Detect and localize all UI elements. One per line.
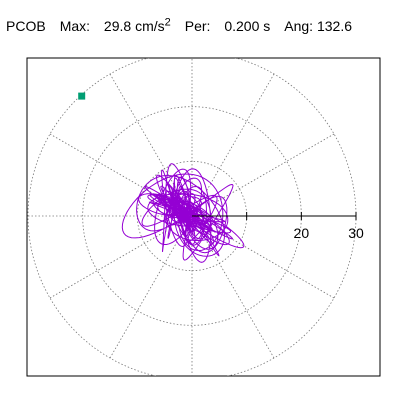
radial-tick-label-20: 20 <box>294 225 310 241</box>
radial-axis: 20 30 <box>192 212 364 241</box>
station-name: PCOB <box>6 18 46 34</box>
max-unit: cm/s <box>135 18 165 34</box>
max-label: Max: <box>59 18 91 34</box>
max-marker <box>78 92 86 100</box>
ang-value: 132.6 <box>316 18 353 34</box>
header: PCOB Max: 29.8 cm/s2 Per: 0.200 s Ang: 132.… <box>6 16 353 34</box>
grid-spoke-60 <box>206 73 275 191</box>
grid-spoke-240 <box>109 241 178 359</box>
max-value: 29.8 <box>103 18 132 34</box>
motion-trace <box>121 163 245 263</box>
per-label: Per: <box>184 18 211 34</box>
max-unit-exponent: 2 <box>164 16 171 29</box>
grid-spoke-30 <box>217 133 335 202</box>
per-value: 0.200 s <box>224 18 271 34</box>
grid-spoke-210 <box>49 230 167 299</box>
ang-label: Ang: <box>284 18 314 34</box>
radial-tick-label-30: 30 <box>348 225 364 241</box>
plot-frame <box>26 57 381 377</box>
grid-spoke-300 <box>206 241 275 359</box>
grid-spoke-120 <box>109 73 178 191</box>
grid-spoke-330 <box>217 230 335 299</box>
